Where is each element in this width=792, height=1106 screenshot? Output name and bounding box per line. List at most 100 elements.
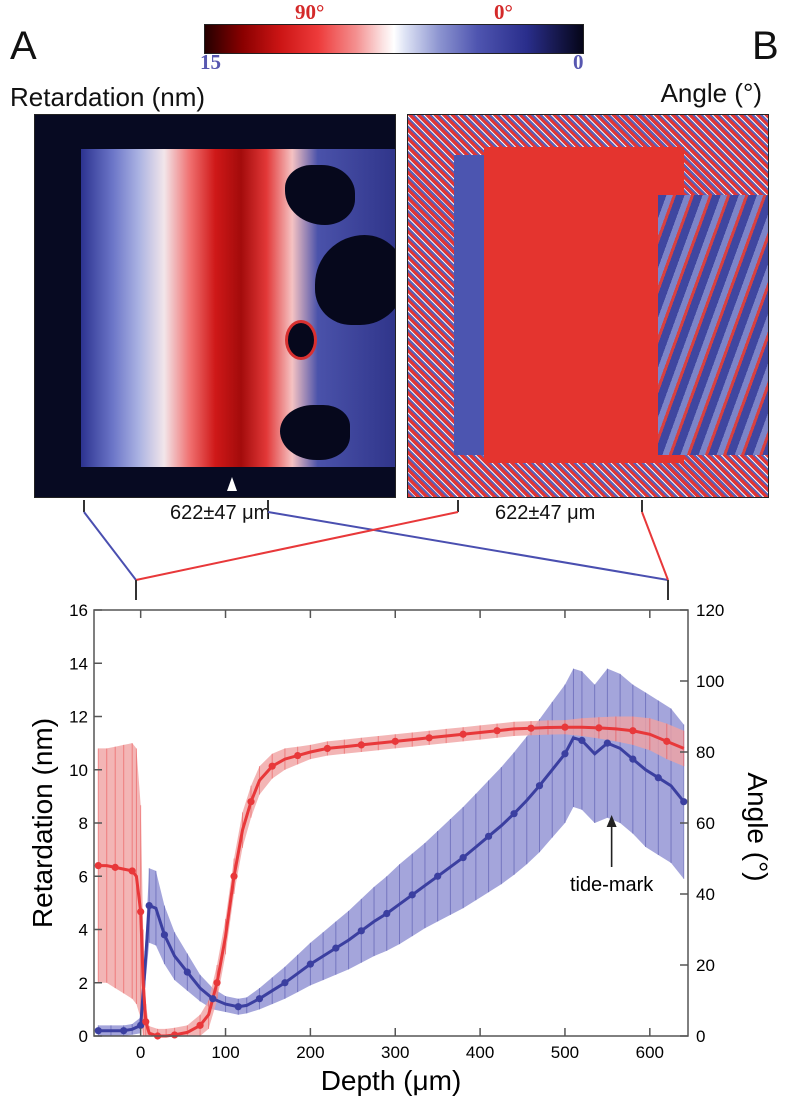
y2-tick-label: 60 xyxy=(696,814,715,833)
x-tick-label: 200 xyxy=(296,1043,324,1062)
series-2-point xyxy=(663,737,671,745)
tide-mark-label: tide-mark xyxy=(570,874,654,896)
series-1-point xyxy=(137,1021,145,1029)
retardation-map-bottom-edge xyxy=(35,467,395,497)
series-2-point xyxy=(391,737,399,745)
x-tick-label: 500 xyxy=(551,1043,579,1062)
x-tick-label: 100 xyxy=(211,1043,239,1062)
y2-tick-label: 100 xyxy=(696,672,724,691)
x-axis-label: Depth (μm) xyxy=(321,1065,462,1096)
y2-tick-label: 40 xyxy=(696,885,715,904)
y-tick-label: 10 xyxy=(69,761,88,780)
series-1-point xyxy=(578,736,586,745)
y-tick-label: 0 xyxy=(79,1027,88,1046)
series-2-point xyxy=(493,727,501,735)
series-1-point xyxy=(160,931,169,939)
series-2-line xyxy=(98,725,685,1038)
connector-a-right xyxy=(267,511,669,581)
measurement-arrow-a xyxy=(227,477,237,491)
y-tick-label: 4 xyxy=(79,921,88,940)
series-1-point xyxy=(234,1003,242,1011)
tide-mark-arrowhead xyxy=(606,815,617,828)
panel-b-letter: B xyxy=(752,24,779,68)
series-1-point xyxy=(561,750,569,758)
connector-a-left xyxy=(83,511,137,581)
series-1-point xyxy=(459,854,467,862)
angle-map-right-region xyxy=(658,195,768,455)
x-tick-label: 600 xyxy=(636,1043,664,1062)
series-1-error-band xyxy=(98,668,684,1036)
colorbar-retardation-right-label: 0 xyxy=(573,50,584,74)
y-tick-label: 14 xyxy=(69,654,88,673)
series-1-point xyxy=(183,968,191,976)
series-1-point xyxy=(281,979,289,987)
series-1-point xyxy=(94,1027,102,1035)
y-axis-label: Retardation (nm) xyxy=(27,718,58,928)
y-tick-label: 16 xyxy=(69,601,88,620)
series-2-point xyxy=(94,862,102,870)
series-2-point xyxy=(268,762,276,770)
series-1-point xyxy=(145,901,153,910)
series-1-point xyxy=(654,774,662,782)
series-1-point xyxy=(255,995,264,1003)
retardation-map-void-1 xyxy=(285,165,355,225)
series-2-point xyxy=(323,744,331,753)
colorbar-angle-left-label: 90° xyxy=(295,0,325,24)
angle-map xyxy=(407,114,769,498)
y-tick-label: 8 xyxy=(79,814,88,833)
y-tick-label: 6 xyxy=(79,867,88,886)
series-2-point xyxy=(425,734,433,742)
series-2-point xyxy=(357,741,365,749)
y-tick-label: 2 xyxy=(79,974,88,993)
series-2-point xyxy=(527,724,535,732)
series-1-point xyxy=(332,944,340,952)
series-1-point xyxy=(209,995,217,1003)
colorbar-angle-right-label: 0° xyxy=(494,0,513,24)
series-2-point xyxy=(230,872,238,880)
colorbar xyxy=(204,24,584,54)
series-2-point xyxy=(561,723,569,731)
series-1-point xyxy=(484,832,493,840)
series-1-point xyxy=(434,872,442,880)
series-2-point xyxy=(247,798,255,806)
panel-b-title: Angle (°) xyxy=(660,78,762,108)
y2-tick-label: 80 xyxy=(696,743,715,762)
x-tick-label: 400 xyxy=(466,1043,494,1062)
x-tick-label: 0 xyxy=(136,1043,145,1062)
series-2-point xyxy=(142,1018,150,1026)
panel-connectors xyxy=(83,500,669,600)
y2-axis-label: Angle (°) xyxy=(742,772,773,881)
series-1-point xyxy=(306,960,314,968)
panel-a-title: Retardation (nm) xyxy=(10,82,206,112)
y2-tick-label: 120 xyxy=(696,601,724,620)
angle-map-red-region xyxy=(484,147,684,463)
series-1-point xyxy=(535,782,544,790)
series-1-point xyxy=(120,1027,128,1035)
series-2-point xyxy=(213,979,221,987)
retardation-map xyxy=(34,114,396,498)
series-2-point xyxy=(171,1031,179,1039)
panel-a-measurement: 622±47 μm xyxy=(170,502,271,524)
series-1-point xyxy=(357,927,365,935)
series-2-point xyxy=(595,724,603,732)
panel-a-letter: A xyxy=(10,24,37,68)
y-tick-label: 12 xyxy=(69,708,88,727)
y2-tick-label: 0 xyxy=(696,1027,705,1046)
series-1-point xyxy=(408,891,416,899)
series-2-point xyxy=(196,1021,204,1029)
retardation-map-void-3 xyxy=(285,320,317,360)
series-2-point xyxy=(111,863,119,871)
connector-b-left xyxy=(135,511,459,581)
series-1-point xyxy=(510,810,518,818)
series-2-point xyxy=(137,908,145,916)
connector-b-right xyxy=(641,511,669,581)
panel-b-measurement: 622±47 μm xyxy=(495,502,596,524)
series-2-point xyxy=(128,867,136,875)
colorbar-retardation-left-label: 15 xyxy=(200,50,221,74)
series-2-point xyxy=(294,751,302,760)
series-1-point xyxy=(680,798,688,806)
x-tick-label: 300 xyxy=(381,1043,409,1062)
y2-tick-label: 20 xyxy=(696,956,715,975)
series-1-point xyxy=(383,909,391,918)
series-2-point xyxy=(629,727,637,735)
